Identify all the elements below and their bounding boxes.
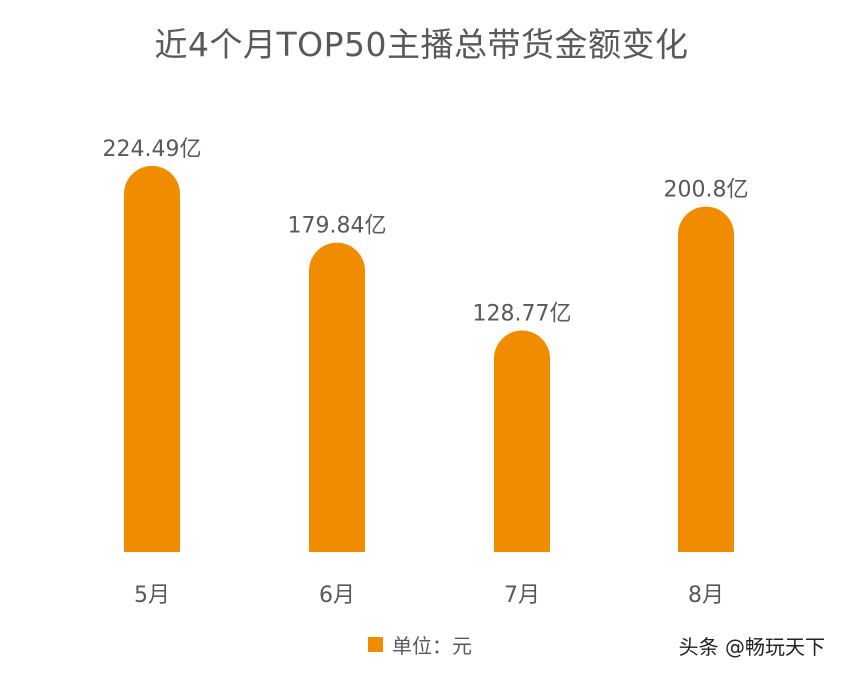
data-label: 224.49亿 [103, 137, 202, 162]
bar-6月 [309, 242, 365, 552]
x-tick-label: 8月 [688, 583, 724, 608]
chart-title: 近4个月TOP50主播总带货金额变化 [154, 25, 689, 64]
bar-5月 [124, 165, 180, 552]
legend-label: 单位：元 [392, 633, 472, 658]
legend: 单位：元 [368, 632, 472, 658]
x-tick-label: 7月 [504, 583, 540, 608]
data-label: 200.8亿 [664, 178, 749, 203]
bar-7月 [494, 330, 550, 552]
watermark: 头条 @畅玩天下 [678, 635, 825, 659]
data-label: 128.77亿 [473, 302, 572, 327]
x-tick-label: 6月 [319, 583, 355, 608]
legend-swatch [368, 636, 383, 652]
x-tick-label: 5月 [134, 583, 170, 608]
data-label: 179.84亿 [288, 214, 387, 239]
bar-8月 [678, 206, 734, 552]
